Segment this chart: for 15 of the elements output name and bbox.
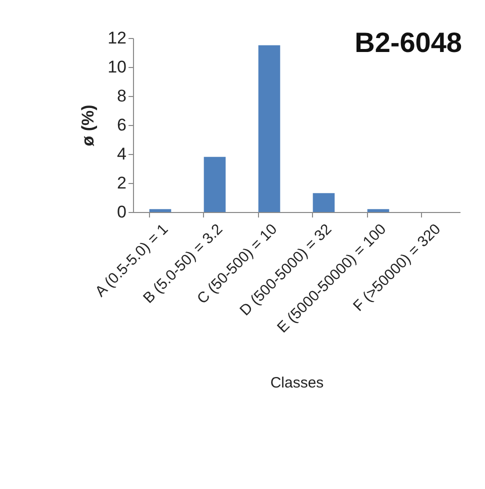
bar — [204, 156, 226, 212]
bar — [312, 193, 335, 212]
y-axis-title: ø (%) — [78, 104, 98, 146]
bar — [149, 209, 172, 212]
y-tick-label: 4 — [117, 144, 126, 164]
y-tick-label: 12 — [108, 28, 126, 48]
bar — [258, 45, 280, 212]
y-tick-label: 2 — [117, 174, 126, 192]
y-tick-label: 0 — [117, 202, 126, 222]
y-tick-label: 10 — [108, 58, 126, 76]
y-tick-label: 6 — [117, 116, 126, 134]
y-tick-label: 8 — [117, 86, 126, 106]
bar — [367, 209, 390, 212]
chart-title: B2-6048 — [354, 27, 462, 58]
x-axis-title: Classes — [270, 374, 324, 392]
